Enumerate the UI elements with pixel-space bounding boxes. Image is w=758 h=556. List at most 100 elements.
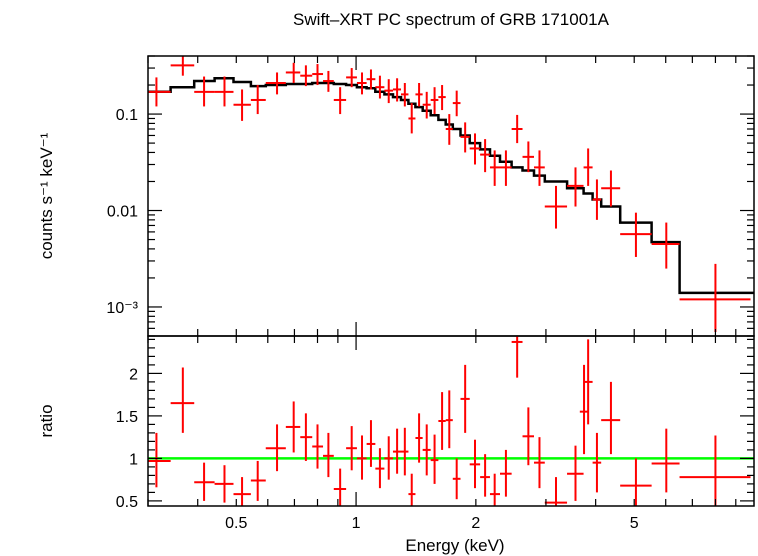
spectrum-data-point [392,78,402,102]
spectrum-data-point [194,76,215,107]
ratio-data-point [438,392,446,450]
spectrum-data-point [384,79,393,104]
spectrum-data-point [233,89,251,121]
ratio-data-point [170,367,195,433]
spectrum-data-point [452,90,461,117]
spectrum-data-point [460,122,470,153]
model-layer [148,77,754,295]
spectrum-data-point [583,148,593,186]
ratio-data-point [356,435,367,480]
ratio-data-point [544,477,568,506]
ratio-data-point [452,458,461,500]
spectrum-data-point [170,56,195,76]
model-step-line [148,77,754,295]
bottom-plot-frame [147,335,755,507]
spectrum-data-point [408,103,416,134]
ratio-data-point [323,432,334,478]
spectrum-data-point [300,65,313,87]
ratio-data-point [312,424,324,469]
ratio-data-point [489,473,501,506]
ratio-data-point [401,427,409,476]
ratio-data-point [366,420,376,467]
y-axis-label-top: counts s⁻¹ keV⁻¹ [37,132,56,259]
top-plot-frame [147,55,755,337]
ratio-data-point [233,477,251,506]
top-axis-ticks: 0.1 0.01 10⁻³ [106,55,754,337]
y-tick-label: 10⁻³ [106,300,138,317]
ratio-data-point [445,390,453,449]
ratio-data-point [469,439,481,489]
x-tick-label: 0.5 [225,515,247,532]
spectrum-data-point [567,167,584,207]
ratio-data-point [148,432,171,488]
spectrum-data-point [323,70,334,92]
spectrum-data-point [679,263,751,333]
ratio-data-point [265,424,286,472]
x-tick-label: 2 [471,515,480,532]
spectrum-data-point [356,72,367,95]
ratio-data-point [651,428,680,493]
spectrum-data-point [544,185,568,229]
spectrum-panel: 0.1 0.01 10⁻³ [106,55,755,337]
ratio-data-point [333,468,347,506]
ratio-data-point [584,339,593,425]
spectrum-data-point [285,62,301,83]
spectrum-data-point [415,82,423,107]
x-tick-label: 5 [630,515,639,532]
ratio-data-point [567,445,584,501]
ratio-data-point [384,436,393,480]
ratio-data-point [579,364,589,455]
y-axis-label-bottom: ratio [37,404,56,437]
spectrum-data-point [430,87,439,115]
chart-title: Swift–XRT PC spectrum of GRB 171001A [293,10,610,29]
spectrum-data-point [250,85,266,115]
ratio-data-point [415,413,423,463]
ratio-data-point [250,460,266,501]
ratio-data-point [408,473,416,506]
spectrum-data-point [500,150,512,186]
ratio-data-point [592,432,602,493]
x-tick-label: 1 [352,515,361,532]
spectrum-data-point [401,82,409,107]
ratio-data-point [480,454,490,497]
y-tick-label: 0.01 [107,204,138,221]
spectrum-data-point [312,64,324,86]
spectrum-data-point [522,141,535,173]
y-tick-label: 0.5 [116,494,138,511]
spectrum-data-point [489,150,501,186]
ratio-data-point [214,465,234,503]
ratio-data-point [430,434,439,484]
spectrum-data-point [375,75,385,99]
ratio-data-point [511,336,523,378]
spectrum-data-point [469,133,481,165]
spectrum-data-point [511,114,523,144]
ratio-data-point [422,424,431,476]
y-tick-label: 0.1 [116,107,138,124]
spectrum-data-point [620,212,652,257]
spectrum-data-point [366,69,376,90]
spectrum-data-point [651,222,680,269]
data-layer [148,56,751,333]
spectrum-data-point [333,87,347,115]
ratio-data-point [679,435,751,506]
ratio-data-layer [148,336,751,506]
spectrum-data-point [534,150,545,186]
ratio-data-point [392,428,402,474]
ratio-data-point [601,381,621,455]
spectrum-data-point [445,114,453,145]
x-axis-label: Energy (keV) [405,536,504,555]
spectrum-data-point [480,139,490,173]
spectrum-data-point [438,85,446,111]
y-tick-label: 1.5 [116,409,138,426]
ratio-data-point [460,364,470,433]
ratio-data-point [346,426,357,471]
ratio-data-point [500,449,512,497]
spectrum-data-point [601,170,621,207]
ratio-data-point [375,448,385,489]
ratio-data-point [285,401,301,453]
y-tick-label: 1 [129,451,138,468]
y-tick-label: 2 [129,366,138,383]
ratio-panel: 0.5 1 2 5 0.5 1 1.5 2 [116,335,755,532]
spectrum-data-point [265,72,286,95]
